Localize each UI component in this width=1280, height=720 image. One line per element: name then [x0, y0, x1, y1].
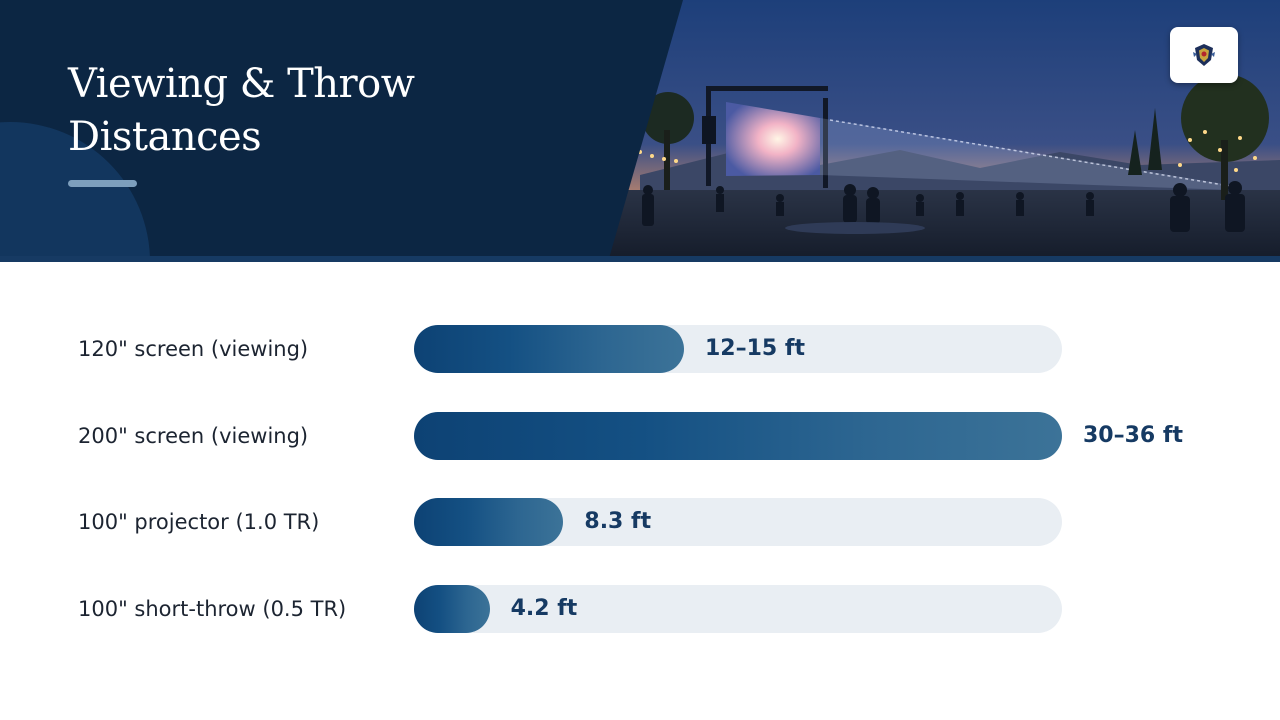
title-panel-background — [0, 0, 683, 262]
header-banner: Viewing & Throw Distances — [0, 0, 1280, 262]
bar — [414, 498, 564, 546]
bar-track — [414, 411, 1062, 460]
bar-value-label: 30–36 ft — [1083, 422, 1183, 448]
outdoor-movie-scene-image — [600, 0, 1280, 262]
title-accent-bar — [68, 180, 137, 187]
bar-category-label: 100" short-throw (0.5 TR) — [78, 596, 347, 621]
page-title-line-1: Viewing & Throw — [68, 61, 415, 107]
bar-value-label: 12–15 ft — [705, 336, 805, 361]
distance-bar-chart: 120" screen (viewing) 12–15 ft 200" screen… — [0, 262, 1280, 720]
bar-value-label: 4.2 ft — [510, 595, 578, 621]
header-bottom-rule — [0, 256, 1280, 262]
bar-category-label: 200" screen (viewing) — [78, 423, 309, 448]
crest-logo-icon — [1170, 27, 1238, 83]
bar-value-label: 8.3 ft — [584, 509, 652, 534]
bar — [414, 325, 684, 373]
bar — [414, 411, 1062, 460]
page-title-line-2: Distances — [68, 114, 262, 160]
page-title: Viewing & Throw Distances — [68, 58, 588, 164]
bar-category-label: 100" projector (1.0 TR) — [78, 510, 320, 534]
bar-track — [414, 584, 1062, 633]
bar-category-label: 120" screen (viewing) — [78, 337, 309, 361]
bar — [414, 584, 490, 633]
bar-track — [414, 498, 1062, 546]
bar-track — [414, 325, 1062, 373]
